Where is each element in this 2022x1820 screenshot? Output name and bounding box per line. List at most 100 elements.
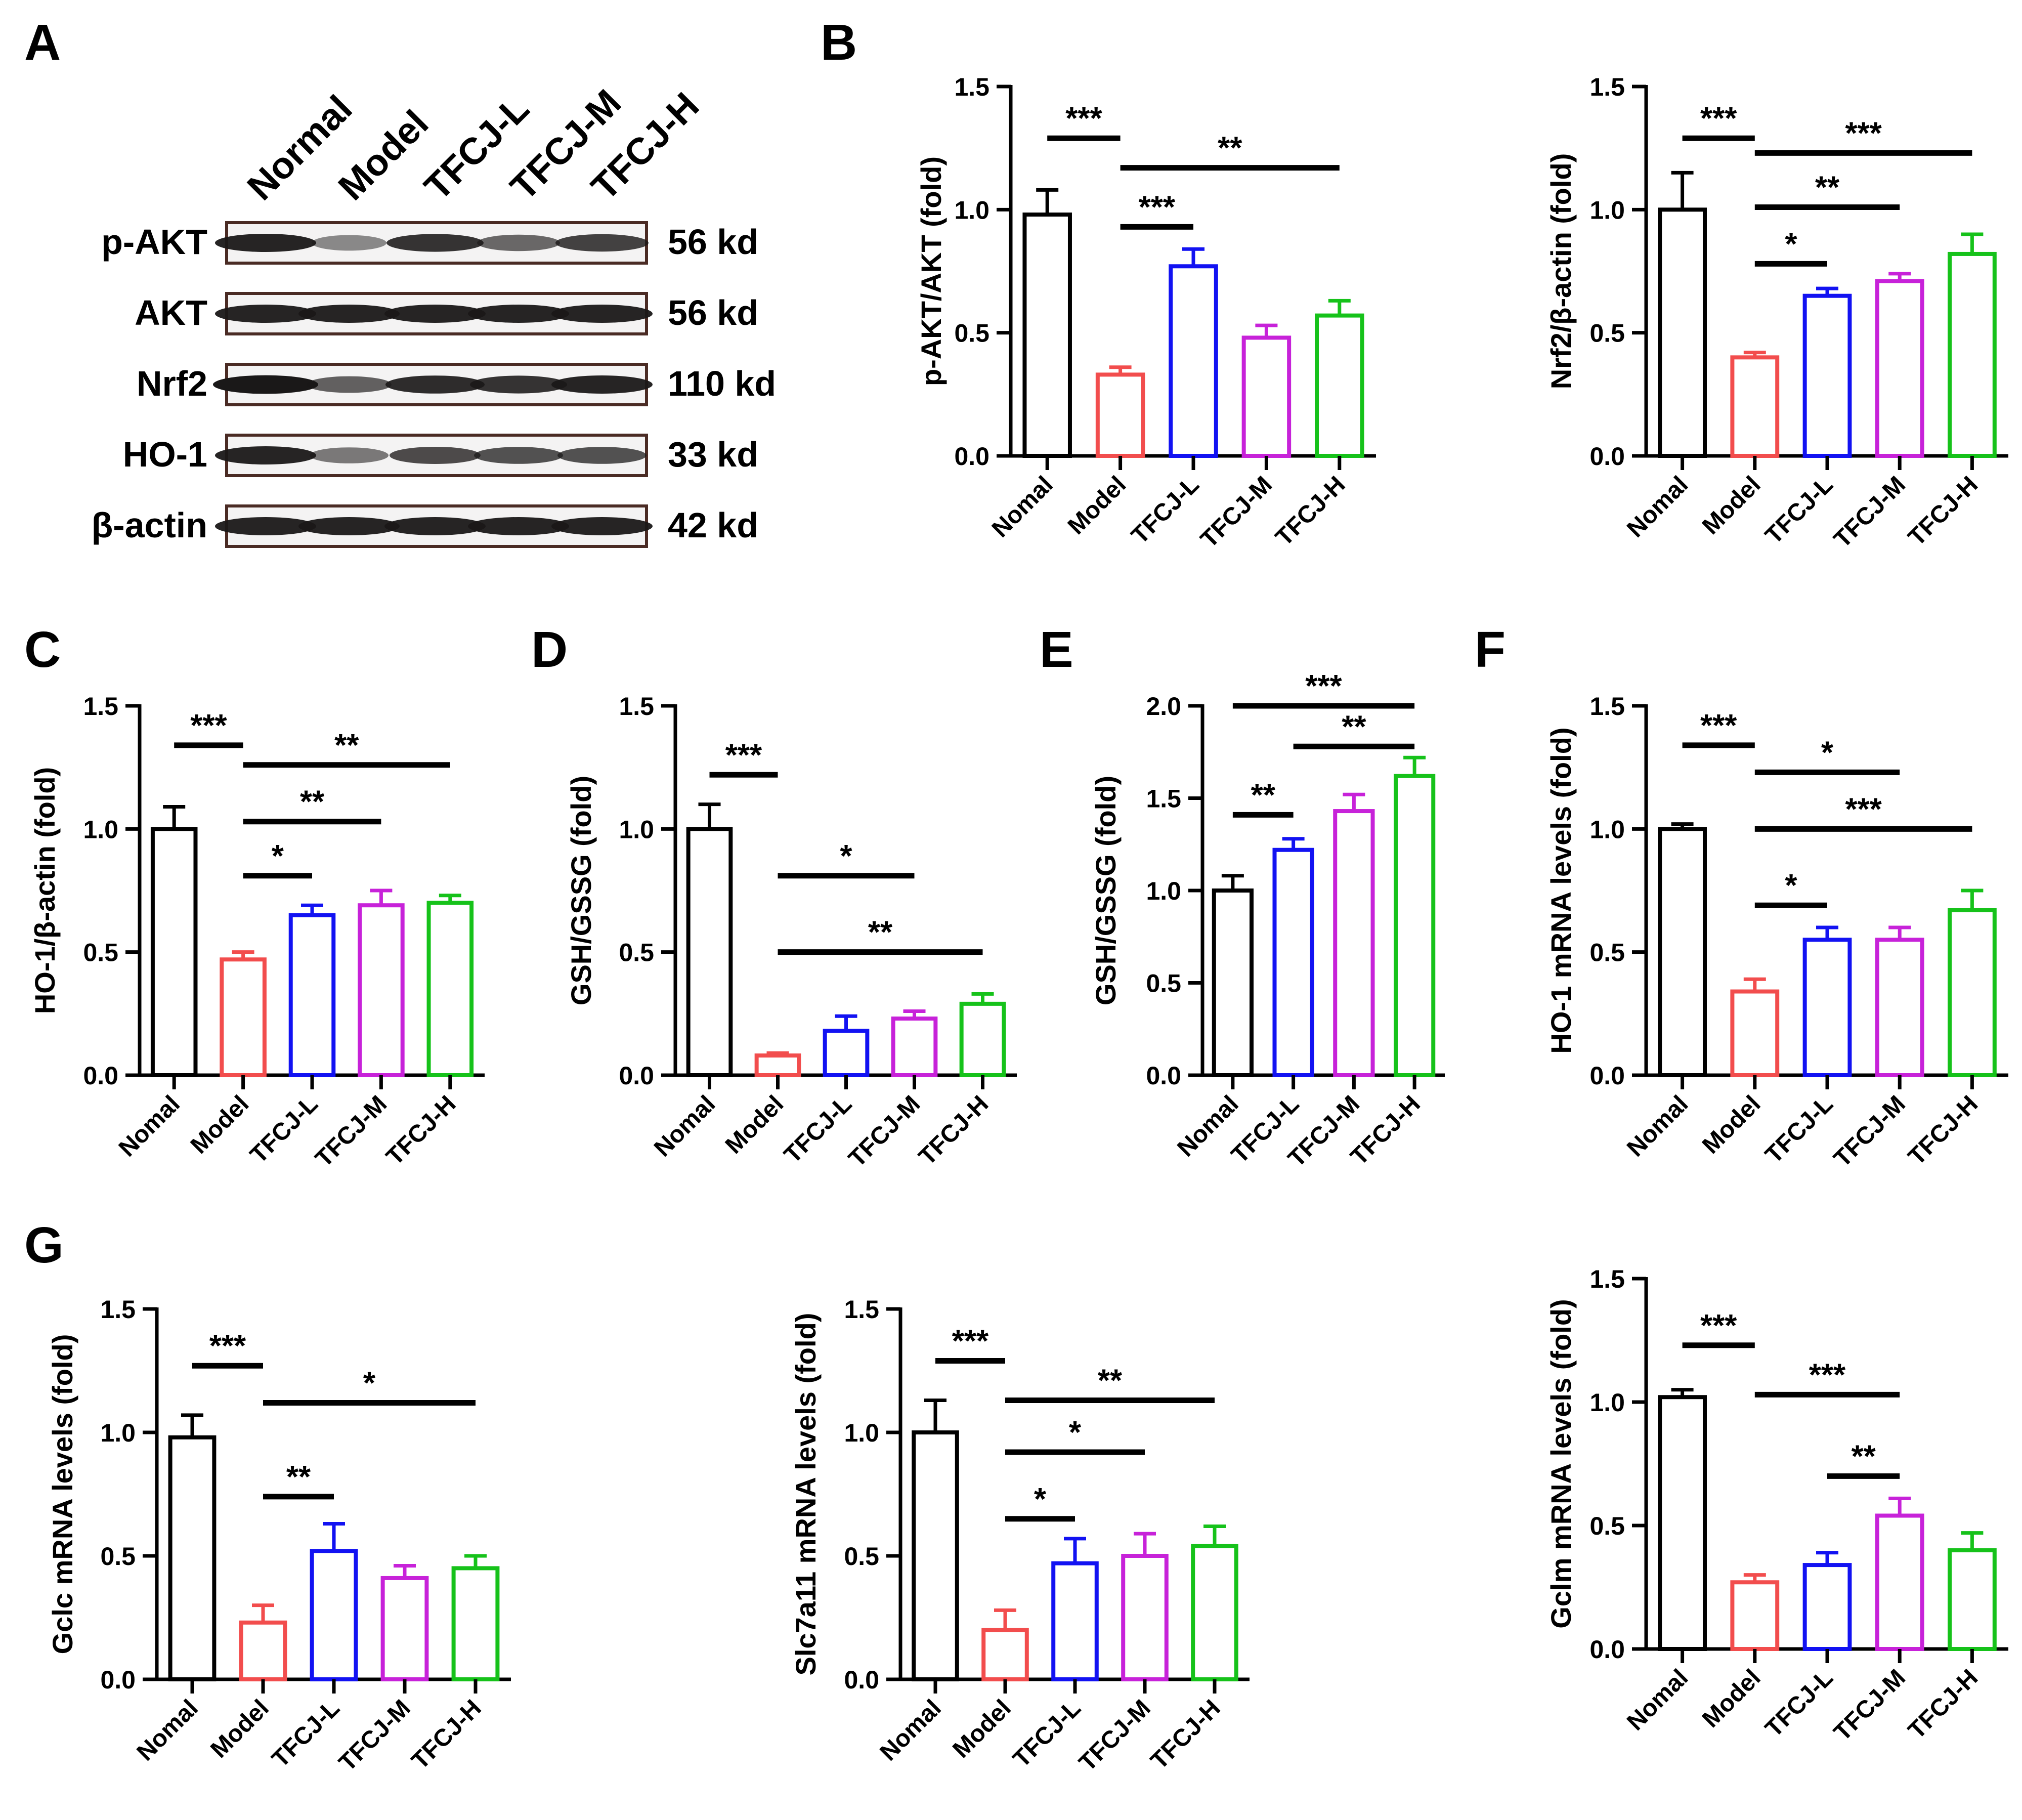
y-tick-label: 0.0 bbox=[1589, 1062, 1625, 1090]
chart-g3: 0.0 0.5 1.0 1.5 Gclm mRNA levels (fold) Nomal… bbox=[1545, 1265, 2008, 1746]
bar bbox=[1875, 279, 1924, 458]
bar bbox=[1121, 1554, 1169, 1681]
blot-band bbox=[551, 375, 653, 394]
category-label: TFCJ-L bbox=[1760, 1090, 1838, 1168]
category-label: TFCJ-L bbox=[245, 1090, 323, 1168]
y-tick-label: 0.5 bbox=[1146, 969, 1181, 998]
category-label: Model bbox=[1063, 471, 1132, 540]
y-tick-label: 0.0 bbox=[1589, 1635, 1625, 1664]
chart-b2: 0.0 0.5 1.0 1.5 Nrf2/β-actin (fold) Nomal Mode… bbox=[1545, 73, 2008, 553]
y-tick-label: 0.0 bbox=[619, 1062, 654, 1090]
significance-label: *** bbox=[1065, 101, 1102, 136]
significance-label: *** bbox=[725, 738, 762, 773]
significance-label: ** bbox=[1098, 1364, 1123, 1399]
bar bbox=[1333, 809, 1375, 1078]
y-tick-label: 0.0 bbox=[844, 1666, 879, 1694]
y-tick-label: 0.0 bbox=[100, 1666, 136, 1694]
y-tick-label: 0.0 bbox=[1589, 442, 1625, 471]
bar bbox=[168, 1435, 217, 1681]
y-tick-label: 1.0 bbox=[1589, 196, 1625, 224]
category-label: Nomal bbox=[649, 1090, 720, 1162]
chart-f: 0.0 0.5 1.0 1.5 HO-1 mRNA levels (fold) Nomal… bbox=[1545, 692, 2008, 1172]
bar bbox=[1315, 313, 1364, 458]
blot-size-label: 110 kd bbox=[668, 364, 776, 403]
category-label: TFCJ-L bbox=[1760, 471, 1838, 549]
bar bbox=[451, 1566, 500, 1681]
bar bbox=[1022, 213, 1072, 458]
blot-band bbox=[468, 305, 569, 323]
bar bbox=[912, 1430, 959, 1681]
bar bbox=[981, 1628, 1029, 1681]
bar bbox=[1948, 1548, 1997, 1652]
bar bbox=[1658, 827, 1707, 1078]
y-tick-label: 0.0 bbox=[83, 1062, 118, 1090]
chart-g1: 0.0 0.5 1.0 1.5 Gclc mRNA levels (fold) Nomal… bbox=[47, 1295, 511, 1776]
bar bbox=[686, 827, 733, 1078]
y-axis-label: Slc7a11 mRNA levels (fold) bbox=[790, 1313, 822, 1676]
significance-label: * bbox=[840, 839, 852, 874]
significance-label: ** bbox=[1218, 131, 1242, 166]
y-tick-label: 1.0 bbox=[1146, 877, 1181, 905]
panel-letter-c: C bbox=[24, 621, 61, 678]
y-tick-label: 1.0 bbox=[100, 1419, 136, 1447]
bar bbox=[1191, 1544, 1238, 1681]
significance-label: *** bbox=[1845, 792, 1882, 827]
y-tick-label: 1.0 bbox=[954, 196, 990, 224]
blot-band bbox=[215, 446, 316, 464]
blot-band bbox=[385, 375, 485, 394]
bar bbox=[1730, 989, 1780, 1077]
bar bbox=[1394, 774, 1436, 1077]
category-label: TFCJ-M bbox=[1829, 471, 1911, 553]
category-label: TFCJ-M bbox=[334, 1695, 416, 1776]
blot-band bbox=[312, 235, 386, 251]
y-tick-label: 1.0 bbox=[83, 815, 118, 843]
panel-letter-a: A bbox=[24, 14, 61, 71]
blot-band bbox=[213, 375, 318, 394]
category-label: TFCJ-M bbox=[310, 1090, 392, 1172]
blot-size-label: 56 kd bbox=[668, 222, 758, 262]
significance-label: *** bbox=[1700, 708, 1737, 743]
category-label: TFCJ-H bbox=[1903, 1090, 1983, 1170]
blot-protein-label: HO-1 bbox=[123, 435, 207, 474]
bar bbox=[754, 1053, 801, 1077]
category-label: Nomal bbox=[1622, 471, 1693, 542]
significance-label: ** bbox=[286, 1460, 311, 1495]
panel-letter-g: G bbox=[24, 1217, 64, 1274]
blot-band bbox=[215, 234, 316, 252]
chart-g2: 0.0 0.5 1.0 1.5 Slc7a11 mRNA levels (fold) No… bbox=[790, 1295, 1250, 1776]
bar bbox=[1730, 1580, 1780, 1651]
category-label: TFCJ-M bbox=[1195, 471, 1277, 553]
significance-label: * bbox=[1785, 868, 1797, 903]
blot-protein-label: p-AKT bbox=[101, 222, 207, 262]
y-tick-label: 1.0 bbox=[844, 1419, 879, 1447]
significance-label: *** bbox=[1700, 1308, 1737, 1343]
bar bbox=[220, 957, 267, 1078]
significance-label: * bbox=[1785, 227, 1797, 262]
category-label: Nomal bbox=[1622, 1664, 1693, 1736]
bar bbox=[150, 827, 198, 1078]
bar bbox=[1658, 1395, 1707, 1651]
bar bbox=[1051, 1561, 1099, 1681]
significance-label: *** bbox=[190, 708, 227, 743]
category-label: TFCJ-M bbox=[1829, 1090, 1911, 1172]
y-tick-label: 1.0 bbox=[1589, 815, 1625, 843]
category-label: TFCJ-L bbox=[1008, 1695, 1086, 1772]
category-label: TFCJ-H bbox=[1146, 1695, 1226, 1774]
bar bbox=[358, 903, 405, 1077]
y-tick-label: 1.0 bbox=[1589, 1388, 1625, 1417]
y-tick-label: 0.0 bbox=[954, 442, 990, 471]
bar bbox=[239, 1620, 287, 1682]
category-label: Model bbox=[1697, 1664, 1766, 1733]
y-tick-label: 1.5 bbox=[1146, 785, 1181, 813]
bar bbox=[1948, 908, 1997, 1078]
category-label: TFCJ-H bbox=[1270, 471, 1350, 551]
y-axis-label: GSH/GSSG (fold) bbox=[565, 776, 597, 1005]
y-tick-label: 1.5 bbox=[844, 1295, 879, 1324]
y-tick-label: 0.5 bbox=[954, 319, 990, 348]
bar bbox=[288, 913, 336, 1077]
y-tick-label: 0.5 bbox=[1589, 1512, 1625, 1540]
category-label: TFCJ-M bbox=[1829, 1664, 1911, 1746]
